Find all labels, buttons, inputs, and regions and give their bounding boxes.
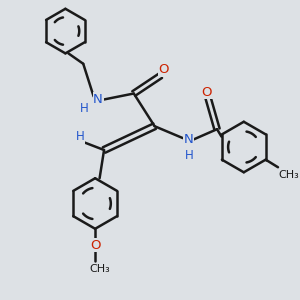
- Text: N: N: [184, 133, 194, 146]
- Text: H: H: [80, 102, 89, 115]
- Text: CH₃: CH₃: [89, 264, 110, 274]
- Text: H: H: [184, 149, 193, 162]
- Text: N: N: [93, 93, 103, 106]
- Text: O: O: [158, 63, 169, 76]
- Text: O: O: [201, 85, 212, 98]
- Text: CH₃: CH₃: [278, 170, 299, 180]
- Text: H: H: [76, 130, 85, 143]
- Text: O: O: [90, 238, 101, 252]
